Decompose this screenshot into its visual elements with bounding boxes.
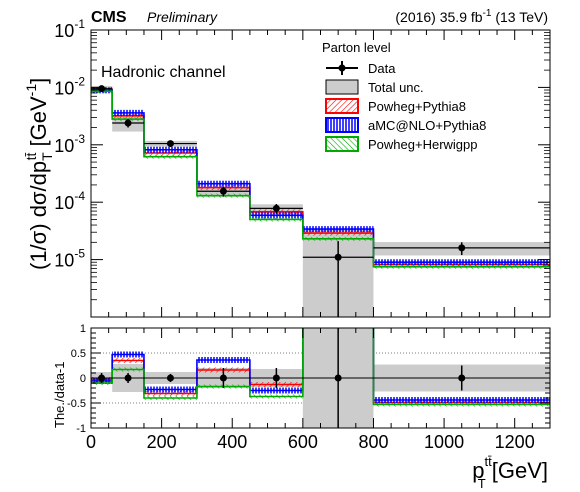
- channel-label: Hadronic channel: [101, 64, 226, 81]
- x-tick-label: 400: [217, 432, 247, 452]
- upper-y-axis-title: (1/σ) dσ/dpTtt̄ [GeV-1]: [23, 78, 55, 270]
- lower-plot-area: [91, 321, 550, 428]
- legend-label-powheg-pythia8: Powheg+Pythia8: [368, 99, 466, 114]
- upper-y-tick-label: 10-3: [54, 132, 85, 156]
- lower-amcatnlo-pythia8-line: [91, 328, 550, 401]
- x-tick-label: 0: [86, 432, 96, 452]
- lower-data-point: [124, 374, 132, 382]
- upper-data-point: [334, 253, 342, 261]
- x-tick-label: 800: [358, 432, 388, 452]
- x-tick-label: 1000: [424, 432, 464, 452]
- upper-axis-ticks: 10-5 10-4 10-3 10-2 10-1: [54, 17, 551, 318]
- lower-powheg-herwigpp-band-bin: [303, 321, 374, 325]
- upper-amcatnlo-pythia8-line: [91, 89, 550, 264]
- upper-data-point: [272, 204, 280, 212]
- lower-data-point: [166, 374, 174, 382]
- upper-plot-area: [91, 85, 550, 317]
- legend-label-total-unc: Total unc.: [368, 80, 424, 95]
- lower-y-tick-label: -1: [76, 423, 86, 435]
- upper-data-point: [458, 244, 466, 252]
- lower-y-tick-label: 0: [80, 373, 86, 385]
- lower-data-point: [219, 374, 227, 382]
- upper-data-point: [219, 187, 227, 195]
- legend-entry-powheg-pythia8: Powheg+Pythia8: [325, 98, 466, 114]
- legend-header: Parton level: [322, 40, 391, 55]
- legend-entry-data: Data: [326, 61, 396, 76]
- legend-label-data: Data: [368, 61, 396, 76]
- legend-entry-powheg-herwigpp: Powheg+Herwigpp: [325, 136, 477, 152]
- upper-data-point: [124, 119, 132, 127]
- upper-y-tick-label: 10-4: [54, 189, 85, 213]
- x-tick-label: 1200: [495, 432, 535, 452]
- upper-data-point: [166, 140, 174, 148]
- legend-entry-total-unc: Total unc.: [325, 79, 424, 95]
- x-tick-label: 600: [288, 432, 318, 452]
- upper-y-tick-label: 10-1: [54, 17, 85, 41]
- luminosity-label: (2016) 35.9 fb-1 (13 TeV): [395, 8, 548, 25]
- upper-y-tick-label: 10-2: [54, 74, 85, 98]
- lower-data-point: [98, 374, 106, 382]
- x-tick-label: 200: [147, 432, 177, 452]
- lower-y-tick-label: 1: [80, 323, 86, 335]
- lower-data-point: [458, 374, 466, 382]
- lower-data-point: [272, 374, 280, 382]
- upper-y-tick-label: 10-5: [54, 247, 85, 271]
- lower-data-point: [334, 374, 342, 382]
- x-axis-title: ptt̄ T [GeV]: [472, 454, 548, 491]
- lower-y-tick-label: -0.5: [67, 398, 86, 410]
- legend-label-powheg-herwigpp: Powheg+Herwigpp: [368, 137, 477, 152]
- lower-y-tick-label: 0.5: [71, 348, 86, 360]
- legend: Parton level Data Total unc. Powheg+Pyth…: [322, 40, 486, 152]
- legend-entry-amcatnlo-pythia8: aMC@NLO+Pythia8: [325, 117, 486, 133]
- upper-data-point: [98, 85, 106, 93]
- lower-y-axis-title: The./data-1: [52, 362, 67, 429]
- preliminary-label: Preliminary: [147, 9, 218, 25]
- lower-axis-ticks: -1 -0.5 0 0.5 1 0 200 400 600 800 1000 1200: [67, 323, 551, 452]
- cms-label: CMS: [91, 9, 127, 26]
- legend-label-amcatnlo-pythia8: aMC@NLO+Pythia8: [368, 118, 486, 133]
